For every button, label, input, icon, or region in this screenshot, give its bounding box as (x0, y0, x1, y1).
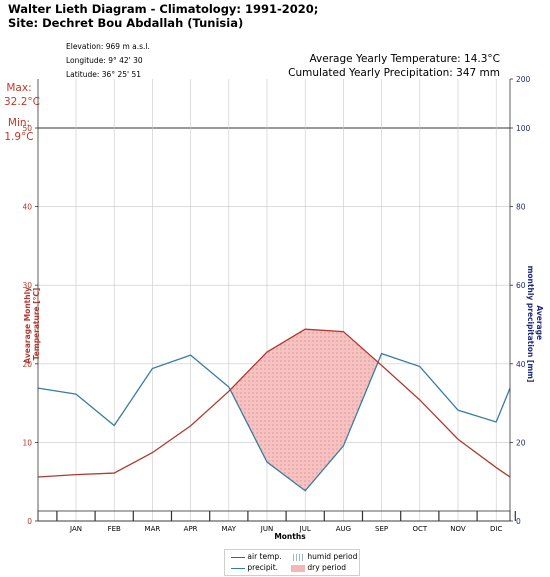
month-label: NOV (450, 525, 466, 533)
min-value: 1.9°C (4, 131, 34, 143)
legend-humid-label: humid period (307, 552, 358, 561)
y-axis-left-label-line-1: Avearage Monthly (23, 287, 32, 364)
legend-temp-swatch (231, 556, 245, 558)
legend-item-dry: dry period (291, 563, 346, 573)
y-axis-right-label-line-1: Average (535, 305, 544, 340)
y-axis-left-label: Avearage Monthly Temperature [°C] (23, 284, 41, 363)
title-line-2: Site: Dechret Bou Abdallah (Tunisia) (8, 16, 244, 30)
tick-label-left: 30 (22, 281, 32, 290)
tick-labels: 0 10 20 30 40 50 0 20 40 60 80 100 200 JAN FEB MAR APR MA… (22, 75, 530, 533)
tick-label-right: 80 (516, 203, 526, 212)
cum-precip-text: Cumulated Yearly Precipitation: 347 mm (288, 67, 500, 79)
precipitation-line (37, 352, 511, 492)
axes (37, 79, 516, 522)
title-line-1: Walter Lieth Diagram - Climatology: 1991… (8, 2, 319, 16)
month-label: JUL (299, 525, 311, 533)
tick-label-right: 40 (516, 360, 526, 369)
legend-item-precip: precipit. (231, 563, 278, 573)
tick-label-right: 100 (516, 124, 531, 133)
legend-item-humid: humid period (291, 552, 357, 562)
chart-title: Walter Lieth Diagram - Climatology: 1991… (8, 2, 318, 30)
month-label: JUN (260, 525, 273, 533)
longitude-text: Longitude: 9° 42' 30 (66, 56, 143, 65)
tick-label-left: 20 (22, 360, 32, 369)
temperature-line (37, 328, 511, 478)
month-label: MAY (222, 525, 237, 533)
month-label: SEP (375, 525, 388, 533)
legend-humid-swatch (291, 553, 305, 561)
legend: air temp. precipit. humid period dry per… (224, 549, 360, 576)
y-axis-right-label: Average monthly precipitation [mm] (526, 266, 544, 383)
tick-label-left: 50 (22, 124, 32, 133)
legend-item-temp: air temp. (231, 552, 282, 562)
month-label: AUG (336, 525, 351, 533)
avg-temp-text: Average Yearly Temperature: 14.3°C (309, 53, 500, 65)
month-label: DIC (490, 525, 502, 533)
y-axis-right-label-line-2: monthly precipitation [mm] (526, 266, 535, 383)
month-label: APR (184, 525, 198, 533)
latitude-text: Latitude: 36° 25' 51 (66, 70, 141, 79)
tick-label-left: 10 (22, 438, 32, 447)
month-label: JAN (69, 525, 82, 533)
tick-label-right: 20 (516, 438, 526, 447)
month-label: OCT (412, 525, 427, 533)
legend-dry-label: dry period (307, 563, 346, 572)
month-label: MAR (145, 525, 161, 533)
tick-label-right: 200 (516, 75, 531, 84)
max-label: Max: (6, 82, 32, 94)
dry-period-area (230, 329, 379, 491)
tick-label-left: 40 (22, 203, 32, 212)
legend-precip-swatch (231, 567, 245, 569)
tick-label-right: 60 (516, 281, 526, 290)
legend-precip-label: precipit. (247, 563, 279, 572)
min-label: Min: (7, 117, 31, 129)
legend-temp-label: air temp. (247, 552, 282, 561)
tick-label-right: 0 (516, 517, 521, 526)
elevation-text: Elevation: 969 m a.s.l. (66, 42, 150, 51)
max-value: 32.2°C (4, 96, 40, 108)
y-axis-left-label-line-2: Temperature [°C] (32, 288, 41, 361)
month-label: FEB (108, 525, 121, 533)
tick-label-left: 0 (27, 517, 32, 526)
x-axis-label: Months (274, 532, 306, 541)
legend-dry-swatch (291, 564, 305, 572)
